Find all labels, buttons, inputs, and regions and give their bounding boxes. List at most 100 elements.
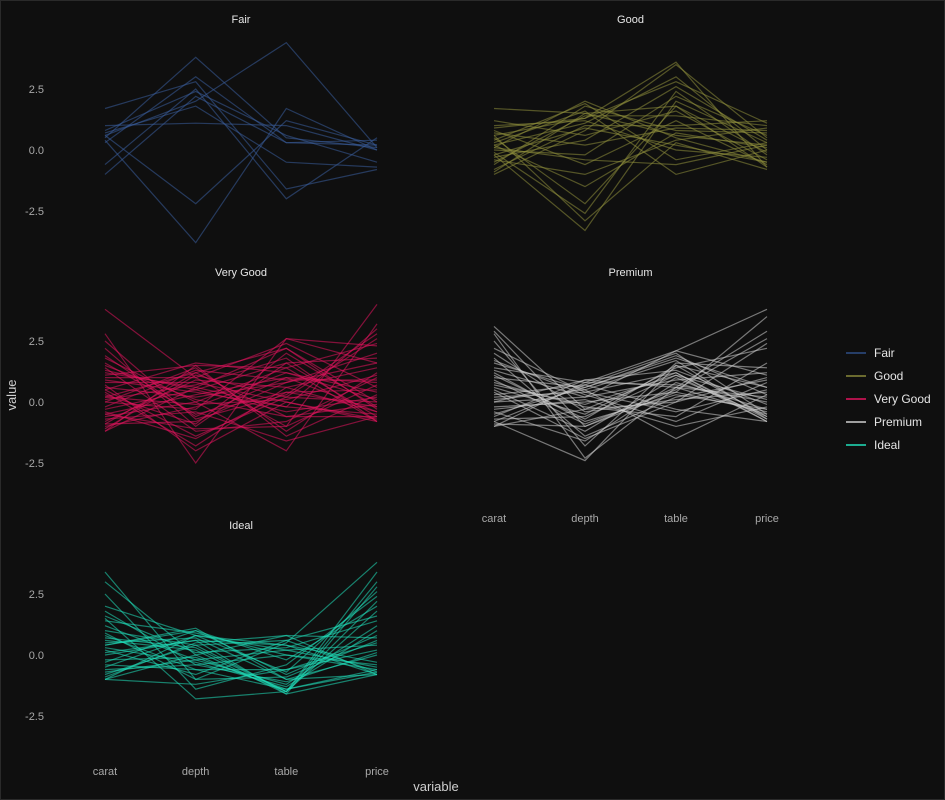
panel-very-good: Very Good -2.5 0.0 2.5	[25, 267, 378, 470]
series-line	[104, 347, 378, 428]
series-line	[493, 352, 768, 415]
series-lines	[104, 561, 378, 700]
panel-premium: Premium	[493, 267, 768, 462]
series-line	[493, 105, 768, 173]
series-line	[493, 379, 768, 415]
x-tick-label: price	[755, 513, 779, 525]
x-tick-label: table	[274, 766, 298, 778]
series-line	[104, 639, 378, 695]
legend-label: Fair	[874, 346, 895, 360]
series-line	[493, 364, 768, 420]
panel-good: Good	[493, 14, 768, 232]
series-line	[104, 561, 378, 681]
y-axis-title: value	[4, 379, 19, 410]
series-line	[104, 105, 378, 168]
series-line	[493, 330, 768, 459]
series-line	[104, 586, 378, 695]
y-tick-label: 0.0	[29, 650, 44, 662]
series-line	[493, 359, 768, 423]
series-line	[104, 656, 378, 690]
series-line	[104, 593, 378, 690]
series-line	[104, 362, 378, 401]
legend: Fair Good Very Good Premium Ideal	[846, 346, 931, 452]
series-line	[104, 374, 378, 406]
series-line	[104, 634, 378, 690]
series-line	[493, 95, 768, 156]
series-lines	[104, 41, 378, 244]
series-line	[493, 376, 768, 432]
series-line	[493, 120, 768, 166]
series-line	[104, 620, 378, 671]
series-line	[493, 316, 768, 428]
series-line	[493, 110, 768, 161]
series-line	[104, 581, 378, 693]
y-tick-label: 0.0	[29, 397, 44, 409]
series-line	[104, 81, 378, 190]
series-lines	[493, 61, 768, 232]
series-line	[104, 107, 378, 244]
series-line	[104, 337, 378, 410]
series-line	[493, 100, 768, 232]
panel-fair: Fair -2.5 0.0 2.5	[25, 14, 378, 244]
series-line	[493, 350, 768, 398]
series-line	[493, 105, 768, 166]
y-tick-label: 2.5	[29, 336, 44, 348]
series-lines	[104, 304, 378, 465]
series-line	[104, 634, 378, 680]
series-line	[493, 338, 768, 425]
series-line	[493, 81, 768, 136]
y-tick-label: -2.5	[25, 458, 44, 470]
x-tick-label: carat	[93, 766, 117, 778]
series-line	[104, 41, 378, 148]
series-line	[104, 76, 378, 144]
series-line	[104, 95, 378, 175]
series-line	[493, 127, 768, 163]
y-tick-label: -2.5	[25, 206, 44, 218]
x-tick-label: carat	[482, 513, 506, 525]
panel-title: Very Good	[215, 267, 267, 279]
series-line	[104, 386, 378, 432]
series-line	[104, 389, 378, 440]
panel-title: Ideal	[229, 520, 253, 532]
series-line	[104, 122, 378, 151]
series-line	[104, 120, 378, 205]
y-tick-label: 2.5	[29, 84, 44, 96]
y-tick-label: 0.0	[29, 145, 44, 157]
series-line	[104, 384, 378, 430]
panel-ideal: Ideal -2.5 0.0 2.5	[25, 520, 378, 723]
series-line	[493, 90, 768, 215]
series-line	[104, 605, 378, 661]
panel-title: Premium	[608, 267, 652, 279]
x-tick-label: price	[365, 766, 389, 778]
series-line	[104, 632, 378, 681]
x-axis-title: variable	[413, 779, 459, 794]
panel-title: Fair	[232, 14, 251, 26]
series-line	[493, 347, 768, 415]
series-line	[493, 132, 768, 188]
x-tick-label: depth	[571, 513, 599, 525]
series-line	[104, 90, 378, 163]
series-line	[493, 374, 768, 406]
series-line	[104, 369, 377, 408]
series-line	[104, 56, 378, 149]
legend-label: Very Good	[874, 392, 931, 406]
series-line	[104, 627, 378, 681]
legend-label: Good	[874, 369, 903, 383]
series-line	[493, 384, 768, 423]
legend-label: Ideal	[874, 438, 900, 452]
series-line	[104, 362, 378, 418]
x-tick-label: depth	[182, 766, 210, 778]
series-line	[493, 144, 768, 166]
series-line	[493, 102, 768, 161]
x-tick-label: table	[664, 513, 688, 525]
series-line	[104, 634, 378, 678]
series-line	[493, 100, 768, 163]
series-line	[104, 347, 378, 425]
y-tick-label: 2.5	[29, 589, 44, 601]
series-line	[493, 381, 768, 442]
series-line	[104, 364, 378, 437]
series-line	[493, 127, 768, 176]
series-line	[493, 134, 768, 222]
panel-title: Good	[617, 14, 644, 26]
